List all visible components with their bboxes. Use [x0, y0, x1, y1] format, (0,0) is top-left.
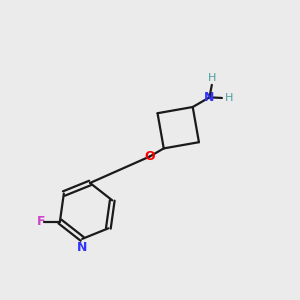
Text: H: H [208, 74, 216, 83]
Text: N: N [77, 241, 87, 254]
Text: N: N [204, 91, 214, 104]
Text: O: O [144, 150, 155, 163]
Text: F: F [37, 215, 45, 228]
Text: H: H [225, 93, 233, 103]
